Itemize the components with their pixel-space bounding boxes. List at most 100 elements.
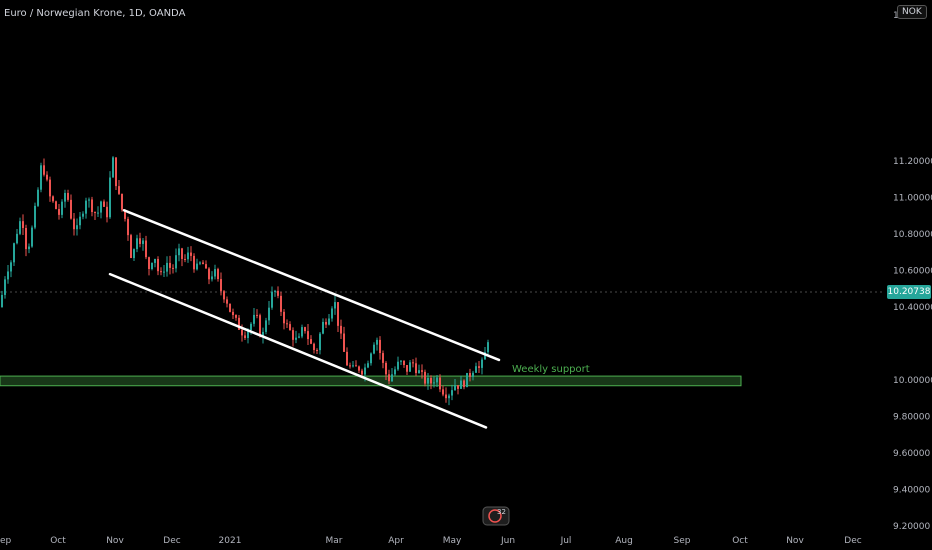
candle-body: [367, 363, 369, 368]
candle-body: [415, 363, 417, 374]
currency-badge[interactable]: NOK: [897, 5, 927, 19]
candle-body: [298, 336, 300, 338]
candle-body: [205, 264, 207, 269]
candle-body: [292, 330, 294, 340]
candle-body: [349, 365, 351, 367]
candle-body: [454, 385, 456, 391]
events-badge-box[interactable]: [482, 506, 510, 526]
candle-body: [370, 353, 372, 364]
candle-body: [244, 335, 246, 339]
candle-body: [460, 380, 462, 389]
support-zone-label: Weekly support: [512, 364, 590, 375]
candle-body: [406, 365, 408, 372]
candle-body: [382, 353, 384, 363]
candle-body: [487, 342, 489, 353]
candle-body: [208, 268, 210, 280]
y-axis-tick-label: 10.80000: [893, 230, 932, 240]
candle-body: [139, 238, 141, 244]
candle-body: [52, 196, 54, 202]
y-axis-tick-label: 9.80000: [893, 413, 930, 423]
candle-body: [55, 201, 57, 209]
candle-body: [217, 269, 219, 280]
candle-body: [385, 362, 387, 375]
candle-body: [274, 290, 276, 292]
candle-body: [304, 327, 306, 332]
candle-body: [28, 246, 30, 250]
candle-body: [361, 370, 363, 375]
candle-body: [61, 201, 63, 215]
candle-body: [142, 240, 144, 244]
candle-body: [13, 243, 15, 263]
candle-body: [373, 344, 375, 354]
y-axis-tick-label: 10.40000: [893, 303, 932, 313]
candle-body: [265, 320, 267, 332]
candle-body: [130, 235, 132, 259]
candle-body: [235, 315, 237, 318]
lower-channel-line[interactable]: [108, 272, 488, 429]
candle-body: [418, 370, 420, 374]
candle-body: [94, 212, 96, 214]
candle-body: [178, 248, 180, 256]
x-axis-tick-label: ep: [0, 536, 12, 546]
candle-body: [175, 255, 177, 269]
x-axis-tick-label: Mar: [326, 536, 343, 546]
last-price-tag: 10.20738: [887, 285, 931, 299]
candle-body: [469, 373, 471, 377]
candle-body: [115, 157, 117, 187]
candle-body: [148, 257, 150, 269]
candle-body: [157, 258, 159, 272]
candle-body: [79, 216, 81, 226]
candle-body: [154, 258, 156, 263]
candle-body: [412, 362, 414, 364]
candle-body: [109, 177, 111, 218]
events-badge[interactable]: 32: [482, 506, 510, 526]
candle-body: [358, 366, 360, 371]
x-axis-tick-label: Dec: [844, 536, 861, 546]
candle-body: [145, 240, 147, 258]
candle-body: [85, 200, 87, 214]
candle-body: [232, 311, 234, 316]
candle-body: [91, 199, 93, 213]
candle-body: [184, 258, 186, 260]
y-axis-tick-label: 10.00000: [893, 376, 932, 386]
upper-channel-line[interactable]: [122, 209, 501, 362]
candle-body: [376, 339, 378, 345]
candle-body: [34, 205, 36, 228]
candle-body: [166, 262, 168, 272]
candle-body: [322, 321, 324, 334]
x-axis-tick-label: Nov: [106, 536, 124, 546]
candle-body: [421, 370, 423, 372]
candle-body: [313, 343, 315, 350]
candle-body: [409, 362, 411, 372]
candle-body: [25, 227, 27, 250]
x-axis-tick-label: May: [443, 536, 462, 546]
candle-body: [478, 366, 480, 368]
x-axis[interactable]: ep Oct Nov Dec 2021 Mar Apr May Jun Jul Aug Sep Oct N…: [0, 536, 862, 546]
x-axis-tick-label: Sep: [674, 536, 691, 546]
candle-body: [316, 349, 318, 351]
candle-body: [466, 373, 468, 388]
candle-body: [256, 314, 258, 316]
candle-body: [46, 174, 48, 180]
candle-body: [442, 389, 444, 395]
candle-body: [199, 262, 201, 264]
candles-group: [1, 156, 489, 406]
candle-body: [136, 238, 138, 250]
candle-body: [49, 179, 51, 197]
y-axis-tick-label: 9.40000: [893, 486, 930, 496]
candle-body: [436, 377, 438, 383]
candle-body: [445, 394, 447, 399]
x-axis-tick-label: Apr: [388, 536, 404, 546]
candle-body: [16, 233, 18, 244]
events-badge-icon: [488, 509, 502, 523]
candle-body: [70, 199, 72, 219]
candle-body: [325, 321, 327, 325]
candle-body: [76, 225, 78, 230]
candle-body: [268, 307, 270, 321]
candle-body: [250, 323, 252, 330]
candle-body: [187, 252, 189, 260]
candle-body: [133, 249, 135, 259]
candle-body: [196, 263, 198, 270]
candle-body: [397, 361, 399, 370]
